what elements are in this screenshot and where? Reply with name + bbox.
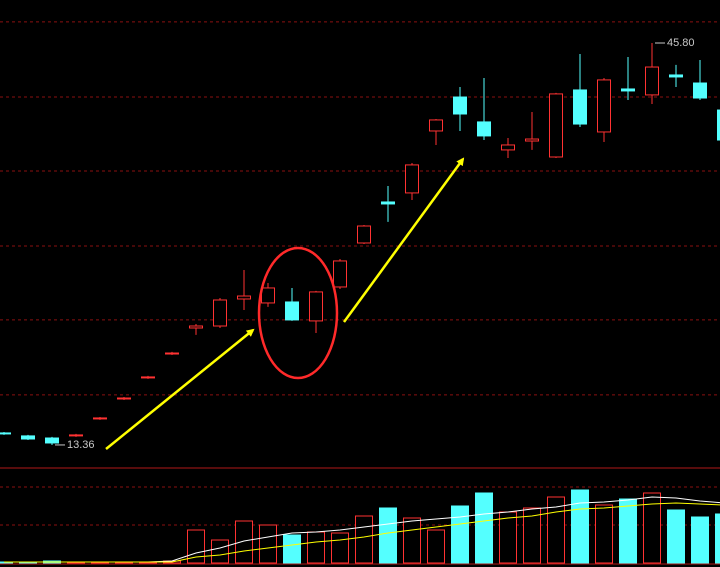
volume-bar [235, 520, 253, 564]
candle-body [189, 325, 203, 329]
volume-bar [403, 517, 421, 564]
candle-body [573, 89, 587, 125]
candle-body [333, 260, 347, 288]
volume-bar [715, 513, 720, 564]
volume-bar [523, 507, 541, 564]
volume-bar [307, 531, 325, 564]
candle-body [21, 435, 35, 440]
low-label: 13.36 [67, 439, 95, 451]
candle-body [285, 301, 299, 321]
arrow [342, 157, 465, 323]
candle-body [717, 109, 720, 141]
candle-body [669, 74, 683, 78]
volume-bar [331, 532, 349, 564]
candle-body [45, 437, 59, 444]
candle-body [69, 434, 83, 437]
candle-body [453, 96, 467, 115]
volume-ma-line [4, 502, 720, 563]
highlight-ellipse [257, 246, 339, 380]
volume-bar [547, 496, 565, 564]
volume-bar [355, 515, 373, 564]
candle-body [0, 432, 11, 435]
grid [0, 21, 720, 526]
candle-body [405, 164, 419, 194]
volume-bar [643, 492, 661, 564]
volume-bar [283, 534, 301, 564]
candle-body [117, 397, 131, 400]
volume-bar [595, 504, 613, 564]
candle-body [237, 295, 251, 300]
volume-bar [667, 509, 685, 564]
volume-bar [619, 498, 637, 564]
volume-bar [499, 511, 517, 564]
volume-bar [475, 492, 493, 564]
candle-body [549, 93, 563, 158]
volume-bar [259, 524, 277, 564]
volume-bar [379, 507, 397, 564]
volume-bar [451, 505, 469, 564]
candle-body [141, 376, 155, 379]
candle-body [213, 299, 227, 327]
candle-body [597, 79, 611, 133]
volume-bar [211, 539, 229, 564]
candle-body [261, 287, 275, 304]
candle-body [645, 66, 659, 96]
volume-bar [571, 489, 589, 564]
arrow [105, 328, 255, 450]
candle-body [477, 121, 491, 137]
candle-body [309, 291, 323, 322]
candle-body [501, 144, 515, 151]
candle-body [381, 201, 395, 205]
candle-body [429, 119, 443, 132]
candle-body [621, 88, 635, 92]
marks: 45.80 13.36 [0, 37, 720, 564]
high-label: 45.80 [667, 37, 695, 49]
candle-body [357, 225, 371, 244]
candle-body [165, 352, 179, 355]
volume-bar [691, 516, 709, 564]
candle-body [525, 138, 539, 142]
candle-body [93, 417, 107, 420]
candle-body [693, 82, 707, 99]
volume-bar [427, 529, 445, 564]
